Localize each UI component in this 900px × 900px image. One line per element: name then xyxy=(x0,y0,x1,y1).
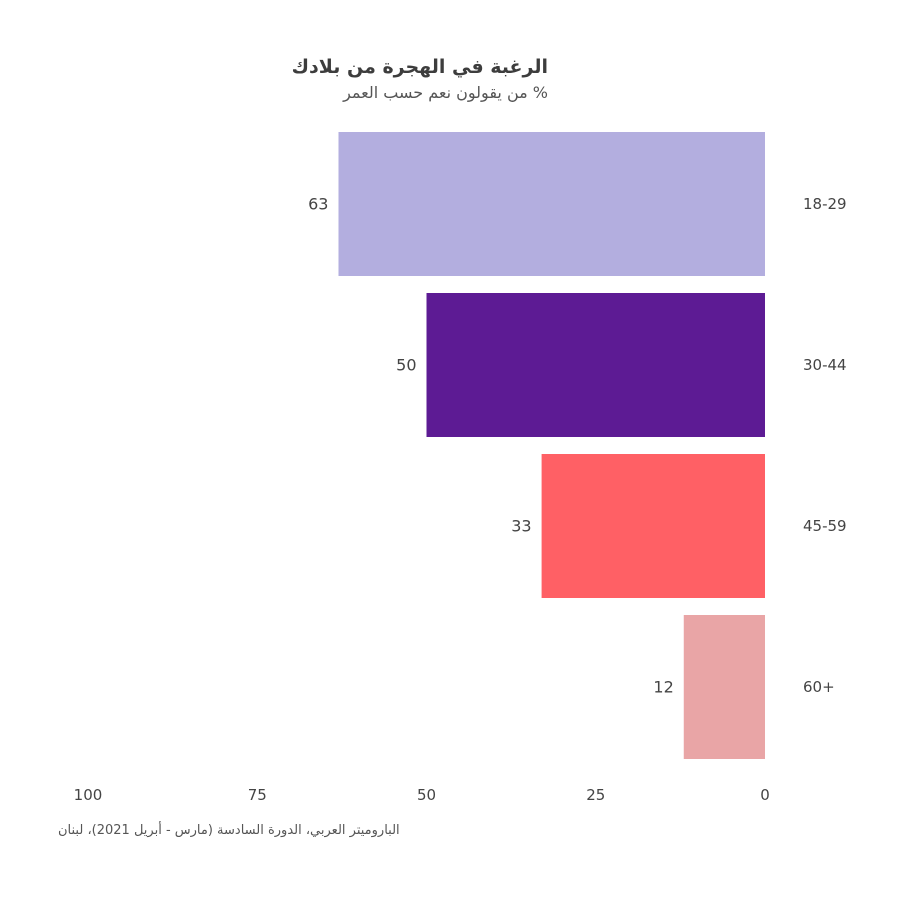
data-label-30-44: 50 xyxy=(396,356,416,375)
data-labels-layer: 63 50 33 12 xyxy=(308,195,674,697)
x-tick-label-0: 0 xyxy=(760,786,770,804)
bar-30-44 xyxy=(426,293,765,437)
x-axis-ticks-layer: 100 75 50 25 0 xyxy=(74,786,770,804)
category-label-18-29: 18-29 xyxy=(803,195,847,213)
category-label-30-44: 30-44 xyxy=(803,356,847,374)
x-tick-label-25: 25 xyxy=(586,786,605,804)
data-label-18-29: 63 xyxy=(308,195,328,214)
data-label-45-59: 33 xyxy=(511,517,531,536)
bar-45-59 xyxy=(541,454,765,598)
data-label-60+: 12 xyxy=(653,678,673,697)
bar-60+ xyxy=(683,615,765,759)
category-label-60+: 60+ xyxy=(803,678,835,696)
chart-title: الرغبة في الهجرة من بلادك xyxy=(291,56,548,78)
x-tick-label-75: 75 xyxy=(248,786,267,804)
bars-layer xyxy=(338,132,765,759)
category-labels-layer: 18-29 30-44 45-59 60+ xyxy=(803,195,847,696)
x-tick-label-50: 50 xyxy=(417,786,436,804)
chart-subtitle: % من يقولون نعم حسب العمر xyxy=(343,83,548,102)
bar-18-29 xyxy=(338,132,765,276)
chart-source: الباروميتر العربي، الدورة السادسة (مارس … xyxy=(58,823,400,838)
x-tick-label-100: 100 xyxy=(74,786,103,804)
category-label-45-59: 45-59 xyxy=(803,517,847,535)
